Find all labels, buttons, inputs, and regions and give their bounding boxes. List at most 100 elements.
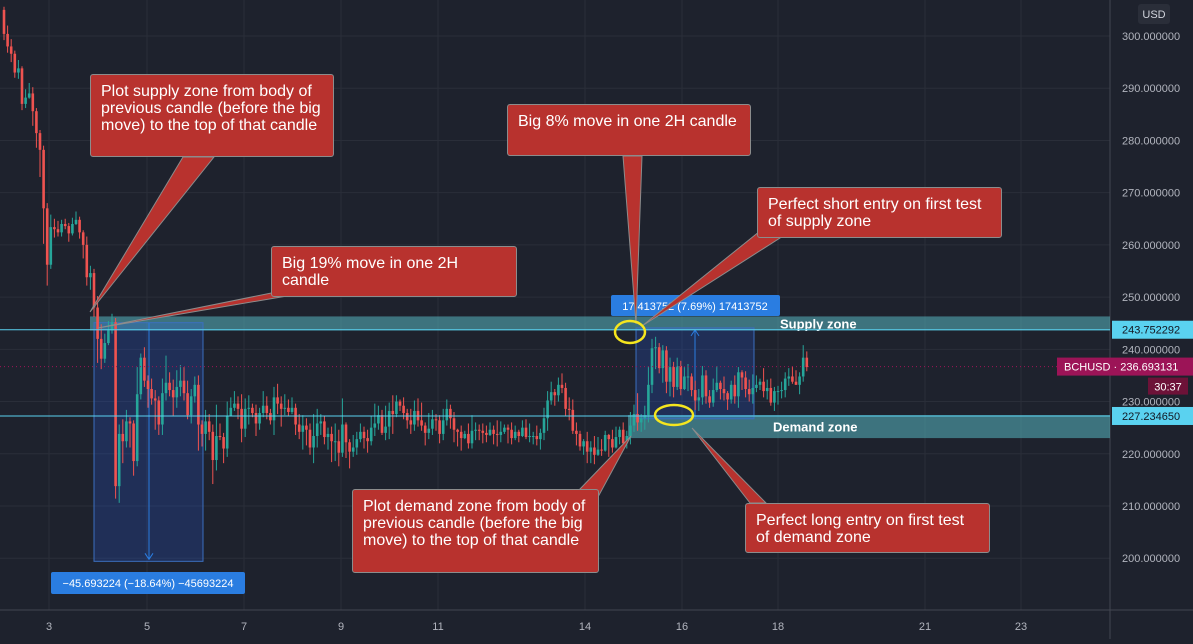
candle-body bbox=[369, 427, 373, 442]
candle-body bbox=[225, 416, 229, 449]
candle-body bbox=[243, 408, 247, 429]
candle-body bbox=[135, 394, 139, 462]
candle-body bbox=[125, 421, 128, 442]
candle-body bbox=[794, 381, 798, 385]
candle-body bbox=[200, 424, 204, 434]
axes: USD 300.000000 290.000000 280.000000 270.000… bbox=[46, 4, 1180, 633]
measure-label-box bbox=[51, 572, 245, 594]
zone-label: Demand zone bbox=[773, 420, 858, 435]
candle-body bbox=[42, 149, 45, 209]
x-tick-label: 18 bbox=[772, 621, 784, 633]
candle-body bbox=[157, 400, 161, 425]
candle-body bbox=[776, 391, 780, 393]
candle-body bbox=[711, 390, 715, 403]
candle-body bbox=[63, 223, 67, 227]
candle-body bbox=[337, 441, 341, 453]
candle-body bbox=[567, 408, 571, 410]
candle-body bbox=[312, 436, 315, 448]
candle-body bbox=[261, 405, 265, 414]
callout-pointers bbox=[89, 155, 781, 504]
x-tick-label: 23 bbox=[1015, 621, 1027, 633]
candle-body bbox=[287, 407, 290, 412]
measure-arrowhead bbox=[144, 553, 154, 561]
candle-body bbox=[593, 447, 596, 455]
candle-body bbox=[589, 447, 593, 452]
candle-body bbox=[103, 343, 107, 359]
candle-body bbox=[348, 442, 351, 452]
candle-body bbox=[74, 219, 78, 224]
candle-body bbox=[117, 433, 121, 487]
y-tick-label: 280.000000 bbox=[1122, 135, 1180, 147]
candle-body bbox=[171, 390, 175, 398]
highlight-supply-test bbox=[613, 319, 647, 345]
candle-body bbox=[146, 380, 150, 390]
candle-body bbox=[791, 376, 794, 382]
candle-body bbox=[524, 427, 528, 438]
candle-body bbox=[204, 421, 207, 434]
x-tick-label: 5 bbox=[144, 621, 150, 633]
candle-body bbox=[697, 397, 701, 401]
candle-body bbox=[150, 389, 153, 399]
candle-body bbox=[783, 378, 787, 391]
candle-body bbox=[114, 322, 117, 487]
candle-body bbox=[758, 381, 762, 385]
candle-body bbox=[434, 419, 438, 421]
candle-body bbox=[362, 431, 366, 439]
candle-body bbox=[395, 401, 398, 415]
candle-body bbox=[323, 421, 326, 438]
x-tick-label: 11 bbox=[432, 621, 443, 633]
candle-body bbox=[719, 382, 722, 390]
candle-body bbox=[351, 447, 355, 452]
candle-body bbox=[53, 227, 56, 230]
candle-body bbox=[297, 424, 301, 432]
candle-body bbox=[607, 434, 611, 440]
candle-body bbox=[420, 420, 423, 426]
candle-body bbox=[236, 403, 240, 409]
candle-body bbox=[60, 223, 63, 233]
candle-body bbox=[315, 423, 319, 437]
candle-body bbox=[675, 366, 679, 387]
supply-price-tag bbox=[1112, 320, 1193, 339]
candle-body bbox=[301, 425, 305, 432]
candle-body bbox=[729, 384, 733, 400]
candle-body bbox=[513, 431, 517, 439]
candle-body bbox=[708, 396, 711, 403]
candle-body bbox=[477, 429, 481, 431]
candle-body bbox=[2, 9, 6, 34]
measure-label-box bbox=[611, 295, 780, 316]
candle-body bbox=[45, 208, 49, 265]
candle-body bbox=[560, 384, 564, 388]
candle-body bbox=[427, 428, 431, 433]
symbol-price-tag bbox=[1057, 357, 1193, 376]
candle-body bbox=[341, 424, 344, 453]
candle-body bbox=[618, 429, 621, 438]
candle-body bbox=[402, 405, 405, 414]
currency-button bbox=[1138, 4, 1170, 24]
candle-body bbox=[614, 437, 618, 448]
candle-body bbox=[409, 420, 413, 425]
candle-body bbox=[168, 382, 171, 391]
candle-body bbox=[474, 429, 477, 431]
callout-short-entry: Perfect short entry on first test of sup… bbox=[757, 187, 1002, 238]
candle-body bbox=[35, 111, 38, 134]
candle-body bbox=[611, 439, 614, 448]
countdown-label: 30:37 bbox=[1154, 382, 1182, 394]
price-tags: 243.752292 227.234650 BCHUSD · 236.693131 3… bbox=[1057, 320, 1193, 425]
candle-body bbox=[128, 421, 132, 424]
candle-body bbox=[17, 68, 20, 73]
candle-body bbox=[139, 357, 143, 395]
candle-body bbox=[211, 431, 215, 461]
candle-body bbox=[737, 372, 740, 397]
candle-body bbox=[575, 430, 578, 434]
candle-body bbox=[672, 367, 675, 387]
symbol-price-label: BCHUSD · 236.693131 bbox=[1064, 362, 1178, 374]
candle-body bbox=[276, 397, 279, 404]
candle-body bbox=[459, 431, 463, 439]
candle-body bbox=[683, 376, 686, 390]
candle-body bbox=[413, 410, 416, 425]
zone-label: Supply zone bbox=[780, 316, 857, 331]
candle-body bbox=[470, 430, 474, 444]
x-tick-label: 14 bbox=[579, 621, 591, 633]
callout-supply-plot: Plot supply zone from body of previous c… bbox=[90, 74, 334, 157]
